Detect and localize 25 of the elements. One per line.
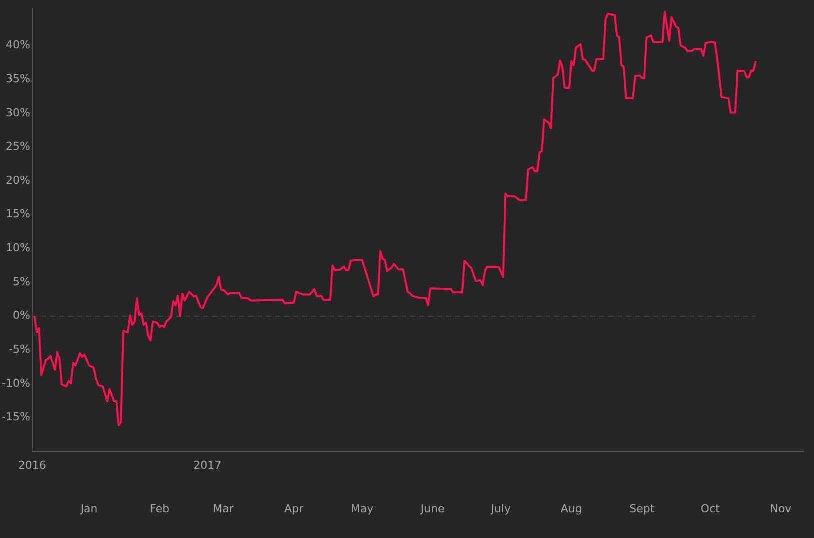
y-tick-label: 30% (6, 106, 30, 120)
x-tick-label: Aug (560, 502, 582, 516)
x-tick-label: July (490, 502, 512, 516)
y-tick-label: 20% (6, 174, 30, 187)
x-tick-label: Feb (150, 502, 170, 516)
y-tick-label: 25% (6, 140, 30, 154)
x2-tick-label: 2017 (194, 459, 222, 472)
y-tick-label: 35% (6, 72, 30, 86)
x-tick-label: June (420, 502, 446, 516)
y-tick-label: -15% (2, 410, 30, 424)
x-tick-label: Apr (284, 502, 304, 516)
y-tick-label: 15% (6, 208, 30, 221)
x-tick-label: Oct (700, 502, 721, 516)
x-tick-label: Jan (80, 502, 98, 516)
y-tick-label: 10% (6, 242, 30, 255)
y-tick-label: 5% (12, 275, 30, 288)
y-tick-label: 0% (12, 309, 30, 322)
y-tick-label: 40% (6, 38, 30, 52)
x-tick-label: Sept (630, 502, 656, 516)
x2-tick-label: 2016 (18, 459, 46, 472)
x-tick-label: May (350, 502, 374, 516)
y-tick-label: -10% (2, 376, 30, 390)
x-tick-label: Mar (213, 502, 234, 516)
x-tick-label: Nov (770, 502, 792, 516)
y-tick-label: -5% (8, 343, 30, 356)
